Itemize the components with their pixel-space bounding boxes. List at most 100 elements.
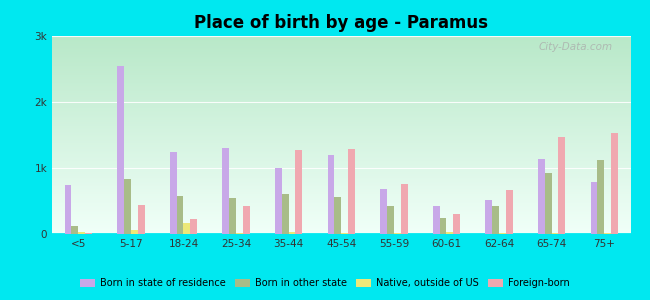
Bar	[52, 143, 630, 144]
Bar	[52, 208, 630, 209]
Bar	[243, 206, 250, 234]
Bar	[52, 78, 630, 79]
Bar	[52, 46, 630, 47]
Bar	[52, 86, 630, 88]
Bar	[52, 131, 630, 132]
Bar	[52, 223, 630, 224]
Bar	[52, 74, 630, 75]
Bar	[52, 122, 630, 123]
Bar	[52, 194, 630, 195]
Bar	[52, 70, 630, 71]
Bar	[52, 128, 630, 129]
Bar	[52, 166, 630, 167]
Bar	[52, 58, 630, 59]
Bar	[52, 155, 630, 156]
Bar	[52, 226, 630, 227]
Bar	[506, 190, 513, 234]
Bar	[52, 114, 630, 115]
Bar	[538, 159, 545, 234]
Bar	[52, 162, 630, 163]
Bar	[52, 119, 630, 120]
Bar	[499, 233, 506, 234]
Bar	[52, 206, 630, 207]
Bar	[52, 92, 630, 93]
Bar	[52, 36, 630, 37]
Bar	[52, 65, 630, 66]
Bar	[52, 228, 630, 229]
Bar	[52, 174, 630, 175]
Bar	[52, 127, 630, 128]
Bar	[341, 233, 348, 234]
Bar	[52, 191, 630, 192]
Bar	[52, 135, 630, 136]
Bar	[52, 146, 630, 147]
Bar	[52, 161, 630, 162]
Bar	[52, 139, 630, 140]
Bar	[52, 51, 630, 52]
Bar	[52, 230, 630, 231]
Bar	[52, 69, 630, 70]
Bar	[52, 136, 630, 137]
Bar	[52, 217, 630, 218]
Bar	[52, 118, 630, 119]
Bar	[52, 196, 630, 197]
Bar	[52, 38, 630, 39]
Bar	[52, 68, 630, 69]
Title: Place of birth by age - Paramus: Place of birth by age - Paramus	[194, 14, 488, 32]
Bar	[52, 75, 630, 76]
Bar	[52, 201, 630, 202]
Bar	[52, 102, 630, 103]
Bar	[433, 206, 439, 234]
Bar	[486, 200, 492, 234]
Bar	[124, 179, 131, 234]
Bar	[52, 60, 630, 61]
Text: City-Data.com: City-Data.com	[539, 42, 613, 52]
Bar	[52, 115, 630, 116]
Bar	[348, 149, 355, 234]
Bar	[52, 179, 630, 181]
Bar	[328, 155, 334, 234]
Bar	[52, 104, 630, 105]
Bar	[52, 177, 630, 178]
Bar	[492, 206, 499, 234]
Bar	[52, 176, 630, 177]
Bar	[52, 106, 630, 107]
Bar	[52, 101, 630, 102]
Bar	[52, 130, 630, 131]
Bar	[183, 223, 190, 234]
Bar	[52, 153, 630, 154]
Bar	[52, 49, 630, 50]
Bar	[52, 107, 630, 108]
Bar	[52, 207, 630, 208]
Bar	[52, 112, 630, 113]
Bar	[52, 221, 630, 222]
Bar	[52, 147, 630, 148]
Bar	[52, 39, 630, 40]
Bar	[52, 59, 630, 60]
Bar	[52, 187, 630, 188]
Bar	[52, 132, 630, 133]
Bar	[52, 156, 630, 157]
Bar	[52, 121, 630, 122]
Bar	[52, 45, 630, 46]
Bar	[52, 116, 630, 117]
Bar	[52, 54, 630, 55]
Bar	[138, 205, 144, 234]
Bar	[52, 213, 630, 214]
Bar	[52, 83, 630, 85]
Bar	[52, 145, 630, 146]
Bar	[52, 90, 630, 92]
Bar	[52, 113, 630, 114]
Bar	[52, 159, 630, 160]
Bar	[190, 220, 197, 234]
Bar	[52, 222, 630, 223]
Bar	[52, 103, 630, 104]
Bar	[52, 88, 630, 89]
Bar	[52, 111, 630, 112]
Bar	[52, 219, 630, 220]
Bar	[52, 62, 630, 63]
Bar	[52, 182, 630, 184]
Bar	[229, 198, 236, 234]
Bar	[52, 50, 630, 51]
Bar	[52, 70, 630, 72]
